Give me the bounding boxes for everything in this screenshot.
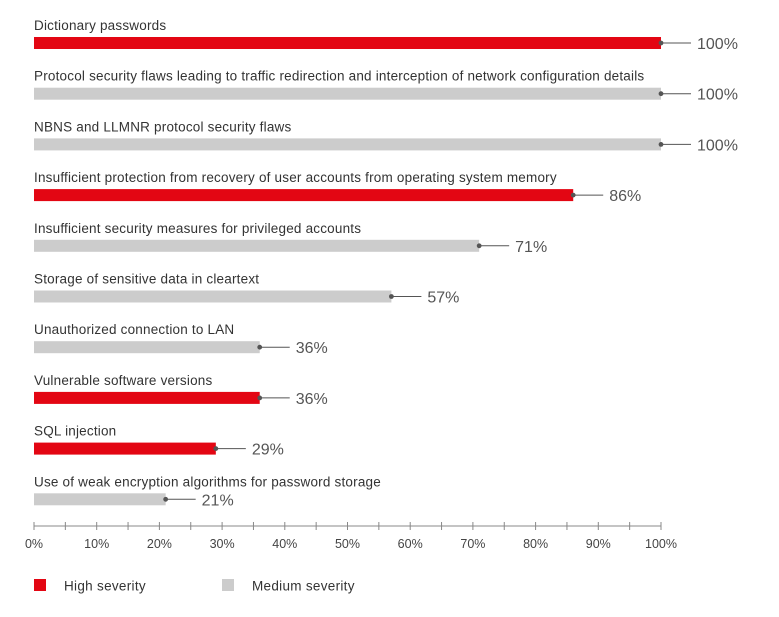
value-label: 36% — [296, 391, 328, 408]
leader-dot — [257, 395, 263, 401]
x-tick-label: 10% — [84, 537, 109, 551]
value-label: 100% — [697, 137, 738, 154]
x-tick-label: 20% — [147, 537, 172, 551]
value-label: 86% — [609, 188, 641, 205]
leader-dot — [570, 192, 576, 198]
bar-row: Use of weak encryption algorithms for pa… — [34, 474, 381, 509]
category-label: Protocol security flaws leading to traff… — [34, 69, 644, 84]
bar — [34, 138, 661, 151]
bar — [34, 290, 392, 303]
leader-dot — [476, 243, 482, 249]
legend-swatch — [34, 579, 46, 591]
x-tick-label: 40% — [272, 537, 297, 551]
x-tick-label: 0% — [25, 537, 43, 551]
value-label: 36% — [296, 340, 328, 357]
category-label: NBNS and LLMNR protocol security flaws — [34, 119, 291, 134]
leader-dot — [658, 91, 664, 97]
bar-row: Unauthorized connection to LAN 36% — [34, 322, 328, 357]
bar — [34, 442, 216, 455]
category-label: Insufficient security measures for privi… — [34, 221, 361, 236]
bar-row: NBNS and LLMNR protocol security flaws 10… — [34, 119, 738, 154]
bar-row: Vulnerable software versions 36% — [34, 373, 328, 408]
leader-dot — [658, 40, 664, 46]
bar — [34, 341, 260, 354]
bar — [34, 391, 260, 404]
legend-label: High severity — [64, 579, 146, 594]
leader-dot — [257, 344, 263, 350]
bar-row: SQL injection 29% — [34, 424, 284, 459]
value-label: 71% — [515, 239, 547, 256]
bar — [34, 87, 661, 100]
legend-item-medium: Medium severity — [222, 579, 355, 594]
x-tick-label: 30% — [210, 537, 235, 551]
legend-swatch — [222, 579, 234, 591]
category-label: Insufficient protection from recovery of… — [34, 170, 557, 185]
value-label: 21% — [202, 492, 234, 509]
category-label: Vulnerable software versions — [34, 373, 212, 388]
bar-row: Storage of sensitive data in cleartext 57… — [34, 272, 459, 307]
x-tick-label: 80% — [523, 537, 548, 551]
x-axis: 0% 10% 20% 30% 40% 50% 60% 70% 80% 90% 100% — [25, 522, 677, 551]
x-tick-label: 50% — [335, 537, 360, 551]
x-tick-label: 70% — [460, 537, 485, 551]
value-label: 100% — [697, 36, 738, 53]
x-tick-label: 100% — [645, 537, 677, 551]
bar-row: Dictionary passwords 100% — [34, 18, 738, 53]
x-tick-label: 90% — [586, 537, 611, 551]
leader-dot — [213, 446, 219, 451]
value-label: 29% — [252, 442, 284, 459]
category-label: Unauthorized connection to LAN — [34, 322, 234, 337]
leader-dot — [658, 142, 664, 147]
category-label: SQL injection — [34, 424, 116, 439]
bar-row: Protocol security flaws leading to traff… — [34, 69, 738, 104]
bar — [34, 493, 166, 506]
leader-dot — [163, 496, 169, 502]
legend-item-high: High severity — [34, 579, 146, 594]
value-label: 57% — [427, 290, 459, 307]
value-label: 100% — [697, 87, 738, 104]
bar-row: Insufficient protection from recovery of… — [34, 170, 641, 205]
bar — [34, 37, 661, 49]
bar-row: Insufficient security measures for privi… — [34, 221, 547, 256]
legend-label: Medium severity — [252, 579, 355, 594]
category-label: Storage of sensitive data in cleartext — [34, 272, 259, 287]
category-label: Dictionary passwords — [34, 18, 166, 33]
category-label: Use of weak encryption algorithms for pa… — [34, 474, 381, 489]
legend: High severity Medium severity — [34, 579, 355, 594]
x-tick-label: 60% — [398, 537, 423, 551]
bar — [34, 239, 480, 252]
bar — [34, 189, 574, 202]
leader-dot — [388, 294, 394, 299]
bar-rows: Dictionary passwords 100% Protocol securit… — [34, 18, 738, 509]
